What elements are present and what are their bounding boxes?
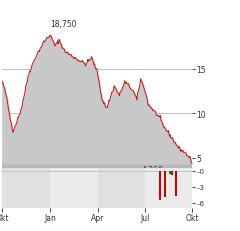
Text: 4,360: 4,360	[141, 165, 163, 174]
Bar	[175, 171, 177, 196]
Bar	[159, 171, 161, 200]
Bar	[164, 171, 166, 198]
Bar	[2, 159, 192, 168]
Bar	[169, 171, 171, 174]
Text: 18,750: 18,750	[50, 20, 77, 29]
Bar	[98, 169, 145, 208]
Bar	[2, 169, 50, 208]
Bar	[145, 169, 192, 208]
Bar	[171, 171, 173, 175]
Bar	[50, 169, 98, 208]
